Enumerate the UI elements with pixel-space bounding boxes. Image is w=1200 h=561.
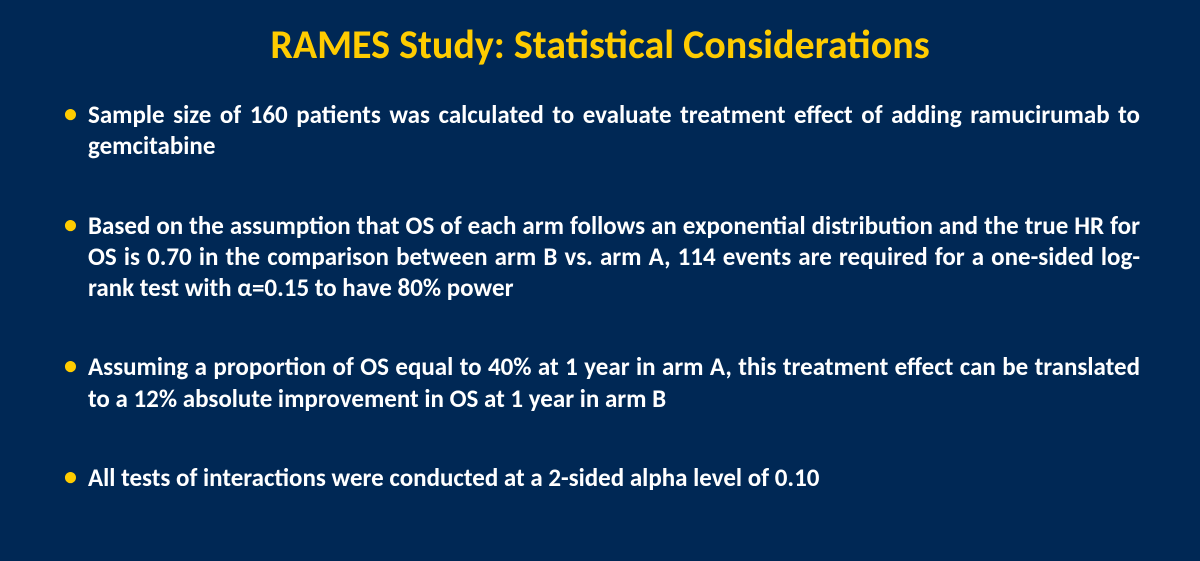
bullet-item: All tests of interactions were conducted… <box>60 462 1140 493</box>
slide-title: RAMES Study: Statistical Considerations <box>60 20 1140 69</box>
bullet-item: Assuming a proportion of OS equal to 40%… <box>60 351 1140 414</box>
slide: RAMES Study: Statistical Considerations … <box>0 0 1200 561</box>
bullet-list: Sample size of 160 patients was calculat… <box>60 99 1140 493</box>
bullet-item: Based on the assumption that OS of each … <box>60 210 1140 304</box>
bullet-item: Sample size of 160 patients was calculat… <box>60 99 1140 162</box>
